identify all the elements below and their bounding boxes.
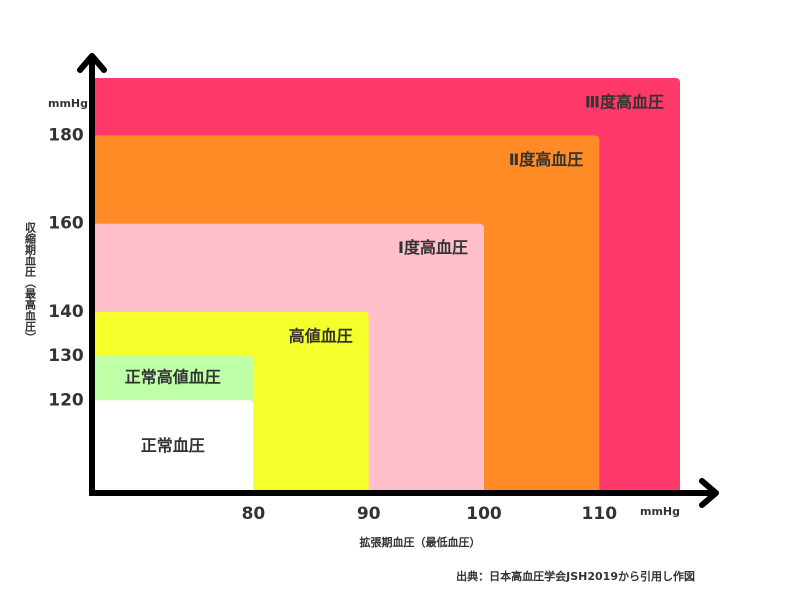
region-label: Ⅲ度高血圧	[585, 93, 664, 112]
x-tick-label: 80	[242, 504, 266, 524]
region-label: Ⅰ度高血圧	[398, 238, 468, 257]
x-tick-label: 110	[582, 504, 618, 524]
region-label: Ⅱ度高血圧	[509, 150, 584, 169]
y-axis-label: 収縮期血圧（最高血圧）	[24, 222, 38, 343]
y-tick-label: 130	[48, 346, 84, 366]
y-unit: mmHg	[48, 97, 88, 110]
x-arrow	[699, 478, 719, 508]
x-axis-label: 拡張期血圧（最低血圧）	[360, 535, 481, 549]
x-tick-label: 100	[466, 504, 502, 524]
y-arrow	[77, 53, 107, 73]
region-label: 正常血圧	[141, 436, 205, 455]
region	[92, 400, 254, 493]
region-label: 高値血圧	[289, 326, 353, 345]
region-label: 正常高値血圧	[125, 368, 221, 387]
x-unit: mmHg	[640, 505, 680, 518]
y-tick-label: 180	[48, 125, 84, 145]
x-tick-label: 90	[357, 504, 381, 524]
y-tick-label: 160	[48, 214, 84, 234]
source: 出典：日本高血圧学会JSH2019から引用し作図	[456, 569, 695, 583]
y-tick-label: 120	[48, 390, 84, 410]
y-tick-label: 140	[48, 302, 84, 322]
